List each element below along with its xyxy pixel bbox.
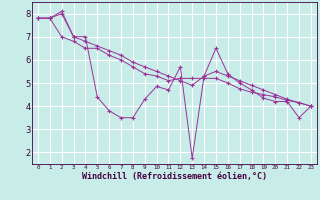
- X-axis label: Windchill (Refroidissement éolien,°C): Windchill (Refroidissement éolien,°C): [82, 172, 267, 181]
